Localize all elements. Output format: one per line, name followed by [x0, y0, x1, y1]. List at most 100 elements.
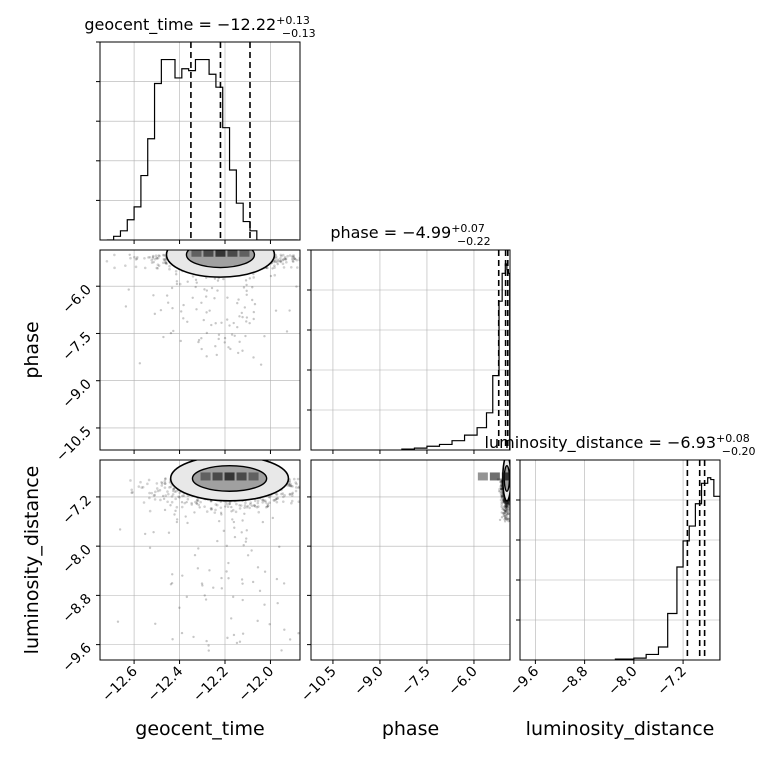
sample-point [273, 260, 276, 264]
sample-point [511, 511, 513, 513]
sample-point [289, 484, 292, 488]
sample-point [281, 258, 285, 262]
sample-point [510, 480, 513, 483]
sample-point [264, 501, 268, 504]
sample-point [152, 494, 156, 497]
sample-point [129, 479, 132, 482]
sample-point [194, 500, 197, 504]
sample-point [164, 494, 168, 497]
sample-point [268, 623, 271, 626]
sample-point [220, 513, 223, 516]
sample-point [507, 519, 510, 523]
sample-point [510, 506, 512, 508]
sample-point [500, 496, 504, 499]
sample-point [512, 498, 515, 501]
sample-point [140, 486, 144, 489]
sample-point [164, 261, 167, 264]
sample-point [290, 494, 294, 497]
sample-point [287, 484, 291, 488]
sample-point [137, 485, 141, 488]
sample-point [252, 276, 256, 279]
x-axis-label-geocent_time: geocent_time [135, 718, 264, 740]
sample-point [166, 490, 169, 493]
histogram-step-luminosity_distance [614, 477, 720, 660]
sample-point [201, 584, 204, 587]
sample-point [174, 509, 177, 513]
sample-point [510, 480, 512, 482]
sample-point [283, 628, 286, 631]
sample-point [168, 486, 171, 489]
histogram-geocent_time-frame [99, 41, 301, 241]
sample-point [507, 502, 510, 506]
sample-point [180, 631, 184, 635]
sample-point [153, 257, 157, 261]
sample-point [290, 501, 293, 505]
sample-point [500, 501, 504, 504]
sample-point [261, 498, 264, 502]
sample-point [173, 490, 177, 493]
sample-point [148, 509, 152, 513]
sample-point [134, 265, 138, 269]
sample-point [504, 509, 507, 513]
sample-point [245, 283, 248, 287]
sample-point [155, 482, 159, 485]
sample-point [334, 485, 337, 488]
sample-point [199, 500, 202, 504]
sample-point [501, 506, 505, 510]
sample-point [169, 583, 173, 586]
sample-point [143, 256, 146, 260]
sample-point [286, 254, 289, 258]
sample-point [295, 266, 299, 269]
sample-point [294, 486, 298, 489]
sample-point [292, 254, 296, 257]
sample-point [295, 285, 298, 288]
sample-point [290, 492, 294, 496]
sample-point [304, 255, 307, 258]
sample-point [504, 513, 507, 517]
sample-point [147, 478, 151, 482]
sample-point [222, 529, 226, 533]
sample-point [512, 481, 514, 483]
sample-point [148, 255, 152, 259]
sample-point [283, 494, 286, 497]
histogram-step-geocent_time [106, 58, 298, 240]
sample-point [203, 288, 206, 291]
sample-point [205, 510, 209, 513]
sample-point [291, 485, 294, 488]
sample-point [279, 259, 283, 263]
sample-point [271, 267, 274, 270]
sample-point [281, 253, 285, 257]
sample-point [230, 505, 233, 509]
sample-point [233, 535, 237, 539]
sample-point [135, 257, 139, 261]
sample-point [195, 308, 198, 311]
sample-point [105, 259, 109, 263]
sample-point [175, 518, 179, 521]
sample-point [251, 580, 255, 584]
sample-point [179, 339, 182, 343]
sample-point [506, 505, 510, 509]
sample-point [160, 481, 164, 485]
sample-point [205, 639, 208, 643]
x-tick-label-geocent_time: −12.6 [99, 663, 141, 705]
sample-point [227, 561, 230, 565]
sample-point [303, 487, 306, 490]
sample-point [273, 273, 277, 277]
sample-point [165, 294, 169, 297]
sample-point [505, 504, 509, 508]
sample-point [113, 266, 116, 270]
sample-point [506, 501, 510, 504]
sample-point [217, 519, 221, 523]
sample-point [297, 500, 300, 503]
sample-point [504, 505, 508, 508]
sample-point [303, 510, 305, 512]
sample-point [248, 506, 251, 510]
sample-point [281, 500, 285, 503]
sample-point [245, 537, 248, 540]
sample-point [505, 507, 508, 511]
sample-point [182, 317, 185, 320]
sample-point [503, 508, 506, 511]
sample-point [274, 497, 278, 501]
sample-point [225, 502, 229, 506]
sample-point [151, 257, 155, 260]
